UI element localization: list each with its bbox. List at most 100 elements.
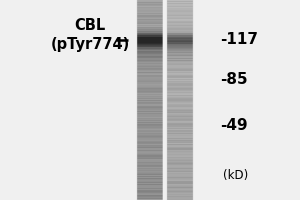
Bar [167,87,193,88]
Bar [167,25,193,26]
Bar [167,71,193,72]
Bar [167,49,193,50]
Bar [137,112,163,113]
Bar [167,99,193,100]
Bar [137,83,163,84]
Bar [137,184,163,185]
Bar [137,195,163,196]
Bar [137,106,163,107]
Bar [167,19,193,20]
Bar [167,169,193,170]
Bar [137,45,163,46]
Bar [167,29,193,30]
Bar [137,177,163,178]
Bar [137,115,163,116]
Bar [167,82,193,83]
Bar [137,42,163,43]
Bar [167,107,193,108]
Bar [137,95,163,96]
Bar [137,67,163,68]
Bar [137,37,163,38]
Bar [137,148,163,149]
Bar [137,124,163,125]
Bar [137,117,163,118]
Bar [137,167,163,168]
Bar [167,53,193,54]
Bar [167,154,193,155]
Bar [137,161,163,162]
Bar [137,173,163,174]
Bar [137,108,163,109]
Bar [167,44,193,45]
Bar [137,88,163,89]
Bar [167,9,193,10]
Bar [137,123,163,124]
Bar [137,19,163,20]
Bar [167,77,193,78]
Bar [137,194,163,195]
Bar [167,33,193,34]
Bar [137,130,163,131]
Bar [167,148,193,149]
Bar [137,164,163,165]
Bar [137,104,163,105]
Bar [167,178,193,179]
Bar [137,165,163,166]
Bar [137,74,163,75]
Bar [167,159,193,160]
Bar [167,33,193,34]
Bar [137,116,163,117]
Bar [137,76,163,77]
Bar [137,136,163,137]
Bar [167,5,193,6]
Bar [167,123,193,124]
Bar [167,20,193,21]
Bar [137,167,163,168]
Bar [167,153,193,154]
Bar [137,49,163,50]
Bar [167,88,193,89]
Bar [167,171,193,172]
Bar [137,29,163,30]
Bar [137,59,163,60]
Bar [167,189,193,190]
Bar [167,32,193,33]
Bar [167,100,193,101]
Bar [137,183,163,184]
Bar [167,199,193,200]
Bar [167,60,193,61]
Bar [167,101,193,102]
Bar [137,152,163,153]
Bar [137,23,163,24]
Bar [137,188,163,189]
Bar [167,133,193,134]
Bar [137,191,163,192]
Bar [167,129,193,130]
Bar [167,93,193,94]
Bar [137,163,163,164]
Bar [167,128,193,129]
Bar [167,81,193,82]
Bar [167,181,193,182]
Bar [167,47,193,48]
Bar [167,127,193,128]
Bar [167,9,193,10]
Bar [137,119,163,120]
Bar [137,50,163,51]
Bar [167,131,193,132]
Bar [167,187,193,188]
Bar [137,61,163,62]
Bar [167,4,193,5]
Bar [167,84,193,85]
Bar [167,122,193,123]
Bar [137,29,163,30]
Bar [137,141,163,142]
Bar [167,163,193,164]
Bar [167,6,193,7]
Bar [137,133,163,134]
Bar [167,22,193,23]
Bar [167,73,193,74]
Bar [137,12,163,13]
Bar [137,101,163,102]
Bar [137,64,163,65]
